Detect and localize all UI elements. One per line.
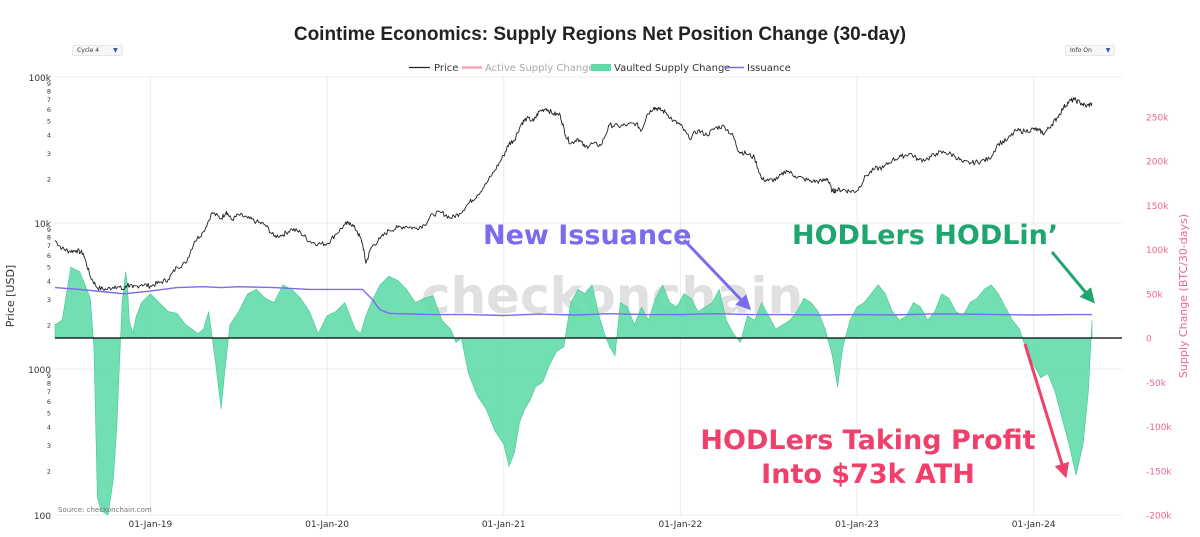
issuance-series: [54, 285, 1092, 317]
y-left-minor-tick-label: 6: [47, 398, 51, 406]
x-axis: 01-Jan-19 01-Jan-20 01-Jan-21 01-Jan-22 01-J…: [129, 520, 1056, 530]
grid: [55, 76, 1122, 516]
info-dropdown[interactable]: Info On ▼: [1065, 45, 1116, 56]
chevron-down-icon: ▼: [1105, 47, 1111, 54]
y-left-minor-tick-label: 2: [47, 322, 51, 330]
legend: Price Active Supply Change Vaulted Suppl…: [409, 63, 791, 74]
y-left-minor-tick-label: 3: [47, 296, 51, 304]
y-left-tick-label: 100: [34, 512, 51, 522]
source-note: Source: checkonchain.com: [58, 506, 152, 514]
cycle-dropdown-label: Cycle 4: [77, 47, 100, 54]
watermark: checkonchain: [421, 267, 803, 325]
y-left-minor-tick-label: 2: [47, 468, 51, 476]
annotation-hodlers-hodlin-arrow: [1050, 251, 1095, 304]
annotation-new-issuance: New Issuance: [483, 220, 691, 251]
y-left-minor-tick-label: 7: [47, 388, 51, 396]
y-left-minor-tick-label: 8: [47, 88, 51, 96]
annotation-hodlers-hodlin: HODLers HODLin’: [792, 220, 1058, 251]
y-left-minor-tick-label: 7: [47, 242, 51, 250]
y-right-tick-label: -50k: [1146, 379, 1167, 389]
annotation-taking-profit-line1: HODLers Taking Profit: [700, 425, 1035, 456]
y-left-minor-tick-label: 8: [47, 234, 51, 242]
y-left-tick-label: 1000: [28, 366, 51, 376]
y-right-tick-label: 100k: [1146, 246, 1169, 256]
annotation-new-issuance-arrow: [682, 238, 752, 311]
y-left-minor-tick-label: 5: [47, 117, 51, 125]
y-left-minor-tick-label: 3: [47, 150, 51, 158]
annotation-taking-profit-line2: Into $73k ATH: [761, 459, 975, 490]
y-right-tick-label: -100k: [1146, 423, 1172, 433]
vaulted-area: [54, 266, 1093, 516]
y-right-tick-label: 250k: [1146, 113, 1169, 123]
x-tick-label: 01-Jan-21: [482, 520, 526, 530]
right-axis-title: Supply Change (BTC/30-days): [1177, 214, 1190, 378]
legend-issuance-label[interactable]: Issuance: [747, 63, 791, 74]
x-tick-label: 01-Jan-20: [305, 520, 349, 530]
y-left-minor-tick-label: 8: [47, 380, 51, 388]
y-left-minor-tick-label: 3: [47, 442, 51, 450]
right-axis: 250k 200k 150k 100k 50k 0 -50k -100k -150k -200k: [1146, 113, 1172, 521]
y-left-minor-tick-label: 7: [47, 96, 51, 104]
y-left-minor-tick-label: 9: [47, 226, 51, 234]
legend-active-label[interactable]: Active Supply Change: [485, 63, 595, 74]
cycle-dropdown[interactable]: Cycle 4 ▼: [72, 45, 123, 56]
x-tick-label: 01-Jan-24: [1012, 520, 1056, 530]
y-right-tick-label: 150k: [1146, 202, 1169, 212]
info-dropdown-label: Info On: [1070, 47, 1092, 54]
legend-price-label[interactable]: Price: [434, 63, 458, 74]
legend-vaulted-swatch: [591, 64, 611, 71]
y-left-minor-tick-label: 4: [47, 278, 51, 286]
legend-vaulted-label[interactable]: Vaulted Supply Change: [614, 63, 730, 74]
y-left-tick-label: 10k: [34, 220, 51, 230]
y-left-minor-tick-label: 5: [47, 263, 51, 271]
y-left-minor-tick-label: 4: [47, 132, 51, 140]
y-left-minor-tick-label: 4: [47, 424, 51, 432]
y-left-minor-tick-label: 9: [47, 372, 51, 380]
x-tick-label: 01-Jan-22: [658, 520, 702, 530]
y-right-tick-label: -200k: [1146, 512, 1172, 522]
x-tick-label: 01-Jan-23: [835, 520, 879, 530]
y-left-minor-tick-label: 6: [47, 252, 51, 260]
x-tick-label: 01-Jan-19: [129, 520, 173, 530]
chart-title: Cointime Economics: Supply Regions Net P…: [294, 24, 906, 45]
y-right-tick-label: -150k: [1146, 467, 1172, 477]
y-left-tick-label: 100k: [29, 74, 52, 84]
issuance-line: [54, 285, 1092, 317]
watermark-group: checkonchain: [421, 267, 803, 325]
price-line: [54, 97, 1093, 291]
y-left-minor-tick-label: 5: [47, 409, 51, 417]
price-series: [54, 97, 1093, 291]
y-left-minor-tick-label: 9: [47, 80, 51, 88]
annotation-taking-profit-arrow: [1023, 343, 1070, 479]
chevron-down-icon: ▼: [113, 47, 118, 54]
annotations: New Issuance HODLers HODLin’ HODLers Tak…: [483, 220, 1095, 490]
y-right-tick-label: 0: [1146, 335, 1152, 345]
y-right-tick-label: 50k: [1146, 290, 1163, 300]
vaulted-series: [54, 266, 1093, 516]
left-axis-title: Price [USD]: [4, 265, 17, 327]
y-left-minor-tick-label: 2: [47, 176, 51, 184]
y-left-minor-tick-label: 6: [47, 106, 51, 114]
y-right-tick-label: 200k: [1146, 158, 1169, 168]
